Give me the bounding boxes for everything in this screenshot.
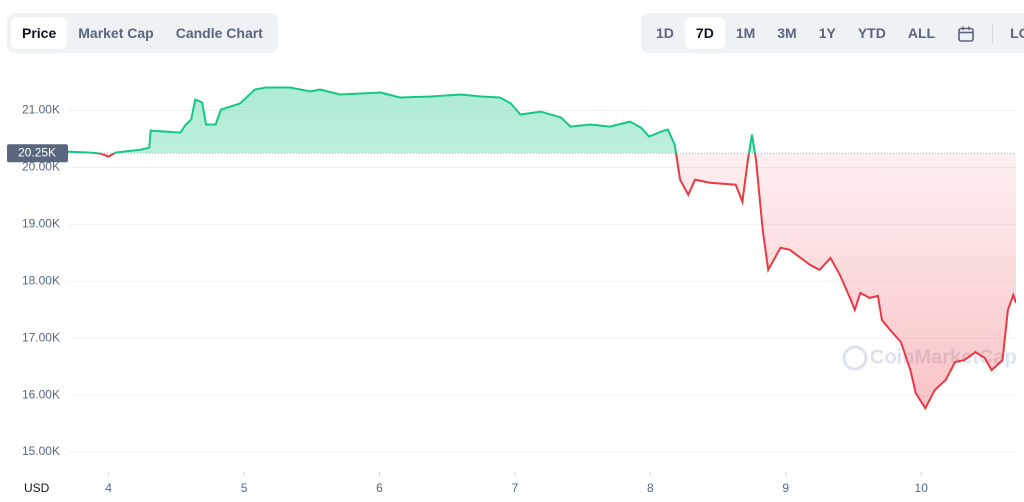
tab-button[interactable]: Candle Chart bbox=[175, 25, 263, 41]
y-tick-label: 17.00K bbox=[22, 330, 60, 344]
range-button[interactable]: ALL bbox=[907, 25, 936, 41]
range-button[interactable]: 7D bbox=[684, 17, 725, 49]
log-button[interactable]: LOG bbox=[1010, 25, 1024, 41]
x-tick-label: 5 bbox=[241, 481, 248, 495]
range-button[interactable]: 1Y bbox=[818, 25, 836, 41]
range-button[interactable]: 3M bbox=[777, 25, 797, 41]
tab-button[interactable]: Price bbox=[11, 17, 68, 49]
x-tick-label: 9 bbox=[782, 481, 789, 495]
watermark-logo bbox=[842, 345, 868, 371]
calendar-button[interactable] bbox=[946, 17, 986, 49]
calendar-icon bbox=[958, 26, 974, 43]
y-tick-label: 20.00K bbox=[22, 160, 60, 174]
x-tick-label: 8 bbox=[647, 481, 654, 495]
x-tick-label: 7 bbox=[512, 481, 519, 495]
x-tick-label: 10 bbox=[915, 481, 929, 495]
tab-group: Price Market Cap Candle Chart bbox=[7, 13, 278, 53]
y-tick-label: 19.00K bbox=[22, 217, 60, 231]
price-line-down bbox=[82, 153, 1016, 411]
y-tick-label: 18.00K bbox=[22, 273, 60, 287]
range-group: 1D 7D 1M 3M 1Y YTD ALL LOG bbox=[641, 13, 1024, 53]
range-button[interactable]: YTD bbox=[857, 25, 886, 41]
separator bbox=[992, 23, 994, 43]
range-button[interactable]: 1D bbox=[656, 25, 674, 41]
area-down bbox=[68, 153, 1016, 409]
currency-label: USD bbox=[24, 481, 50, 495]
y-tick-label: 16.00K bbox=[22, 387, 60, 401]
reference-label: 20.25K bbox=[18, 145, 56, 159]
x-tick-label: 6 bbox=[376, 481, 383, 495]
price-line-up bbox=[68, 86, 756, 154]
range-button[interactable]: 1M bbox=[735, 25, 756, 41]
y-tick-label: 15.00K bbox=[22, 444, 60, 458]
x-tick-label: 4 bbox=[105, 481, 112, 495]
y-tick-label: 21.00K bbox=[22, 103, 60, 117]
tab-button[interactable]: Market Cap bbox=[78, 25, 154, 41]
reference-label-bg bbox=[7, 144, 68, 163]
